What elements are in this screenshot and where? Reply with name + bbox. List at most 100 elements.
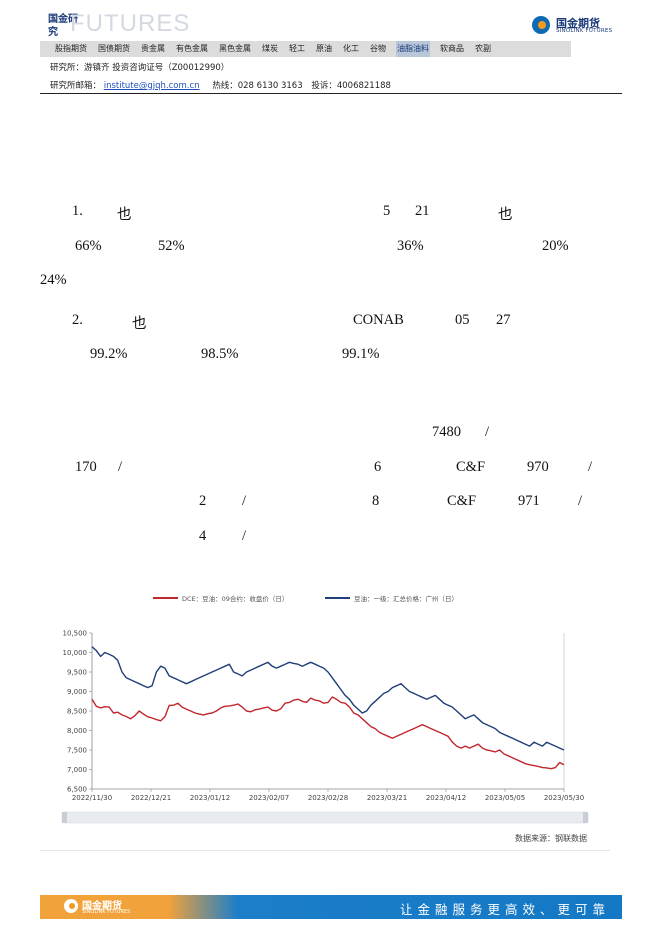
text-fragment: 66% <box>75 238 102 254</box>
text-fragment: 971 <box>518 493 540 509</box>
text-fragment: 6 <box>374 459 382 475</box>
footer-logo-cn: 国金期货 <box>82 901 122 912</box>
x-tick-label: 2023/05/30 <box>544 794 584 802</box>
nav-item[interactable]: 有色金属 <box>176 44 208 53</box>
header-divider <box>40 93 622 94</box>
text-fragment: 也 <box>498 207 513 223</box>
chart-range-scrollbar[interactable] <box>61 811 589 824</box>
text-fragment: 1. <box>72 203 83 219</box>
complaint-text: 投诉：4006821188 <box>311 81 391 91</box>
email-label: 研究所邮箱： <box>50 81 102 91</box>
nav-item[interactable]: 黑色金属 <box>219 44 251 53</box>
nav-item[interactable]: 原油 <box>316 44 332 53</box>
nav-item[interactable]: 农副 <box>475 44 491 53</box>
brand-research-label: 国金研究 <box>48 14 78 38</box>
logo-cn-text: 国金期货 <box>556 17 600 30</box>
footer-banner: 国金期货 SINOLINK FUTURES 让金融服务更高效、更可靠 <box>40 895 622 919</box>
x-tick-label: 2023/05/05 <box>485 794 525 802</box>
x-axis-labels: 2022/11/30 2022/12/21 2023/01/12 2023/02/07… <box>72 789 584 802</box>
text-fragment: 7480 <box>432 424 461 440</box>
nav-item[interactable]: 煤炭 <box>262 44 278 53</box>
y-tick-label: 10,500 <box>63 630 88 638</box>
y-tick-label: 7,000 <box>67 766 87 774</box>
text-fragment: 27 <box>496 312 511 328</box>
x-tick-label: 2023/03/21 <box>367 794 407 802</box>
series-line <box>91 646 565 751</box>
nav-item[interactable]: 油脂油料 <box>396 41 430 57</box>
x-tick-label: 2022/11/30 <box>72 794 112 802</box>
x-tick-label: 2022/12/21 <box>131 794 171 802</box>
text-fragment: CONAB <box>353 312 404 328</box>
y-tick-label: 6,500 <box>67 786 87 794</box>
chart-axes <box>91 633 565 790</box>
range-scrollbar-track[interactable] <box>61 811 589 824</box>
text-fragment: 8 <box>372 493 380 509</box>
nav-item[interactable]: 软商品 <box>440 44 464 53</box>
x-tick-label: 2023/04/12 <box>426 794 466 802</box>
text-fragment: 98.5% <box>201 346 239 362</box>
nav-item[interactable]: 化工 <box>343 44 359 53</box>
text-fragment: / <box>578 493 583 509</box>
logo-en-text: SINOLINK FUTURES <box>556 28 613 34</box>
source-note: 数据来源：钢联数据 <box>515 834 587 843</box>
x-tick-label: 2023/02/07 <box>249 794 289 802</box>
text-fragment: / <box>485 424 490 440</box>
chart-series <box>91 646 565 770</box>
text-fragment: / <box>588 459 593 475</box>
nav-item[interactable]: 股指期货 <box>55 44 87 53</box>
text-fragment: 5 <box>383 203 391 219</box>
y-tick-label: 7,500 <box>67 747 87 755</box>
legend-label: DCE：豆油：09合约：收盘价（日） <box>182 594 288 603</box>
series-line <box>91 696 565 770</box>
text-fragment: 20% <box>542 238 569 254</box>
nav-item[interactable]: 谷物 <box>370 44 386 53</box>
category-nav-bar: 股指期货 国债期货 贵金属 有色金属 黑色金属 煤炭 轻工 原油 化工 谷物 油脂油料 软商品 农副 <box>40 41 571 57</box>
nav-item[interactable]: 轻工 <box>289 44 305 53</box>
y-tick-label: 9,500 <box>67 669 87 677</box>
text-fragment: C&F <box>447 493 477 509</box>
text-fragment: 99.2% <box>90 346 128 362</box>
legend-label: 豆油：一级：汇总价格：广州（日） <box>354 594 458 603</box>
text-fragment: / <box>242 493 247 509</box>
text-fragment: 也 <box>132 316 147 332</box>
text-fragment: 也 <box>117 207 132 223</box>
chart-legend: DCE：豆油：09合约：收盘价（日） 豆油：一级：汇总价格：广州（日） <box>153 594 458 603</box>
y-tick-label: 8,500 <box>67 708 87 716</box>
footer-slogan: 让金融服务更高效、更可靠 <box>399 902 610 917</box>
range-handle-left[interactable] <box>62 812 67 823</box>
text-fragment: 2 <box>199 493 207 509</box>
footer-logo-icon <box>64 899 78 913</box>
y-tick-label: 9,000 <box>67 688 87 696</box>
logo-mark-icon <box>532 16 550 34</box>
nav-item[interactable]: 贵金属 <box>141 44 165 53</box>
y-tick-label: 10,000 <box>63 649 88 657</box>
text-fragment: / <box>118 459 123 475</box>
text-fragment: / <box>242 528 247 544</box>
text-fragment: 24% <box>40 272 67 288</box>
text-fragment: 170 <box>75 459 97 475</box>
hotline-text: 热线：028 6130 3163 <box>212 81 303 91</box>
nav-item[interactable]: 国债期货 <box>98 44 130 53</box>
range-handle-right[interactable] <box>583 812 588 823</box>
text-fragment: 36% <box>397 238 424 254</box>
company-logo: 国金期货 SINOLINK FUTURES <box>532 15 624 37</box>
email-link[interactable]: institute@gjqh.com.cn <box>103 81 200 91</box>
soybean-oil-price-chart: DCE：豆油：09合约：收盘价（日） 豆油：一级：汇总价格：广州（日） 2022/… <box>61 594 589 824</box>
text-fragment: C&F <box>456 459 486 475</box>
text-fragment: 21 <box>415 203 430 219</box>
x-tick-label: 2023/01/12 <box>190 794 230 802</box>
chart-divider <box>40 850 610 851</box>
researcher-line: 研究所：游镇齐 投资咨询证号（Z00012990） <box>50 63 230 73</box>
contact-line: 研究所邮箱： institute@gjqh.com.cn 热线：028 6130… <box>50 79 391 91</box>
text-fragment: 99.1% <box>342 346 380 362</box>
y-axis-labels: 10,500 10,000 9,500 9,000 8,500 8,000 7,500 7,0… <box>63 630 92 794</box>
text-fragment: 970 <box>527 459 549 475</box>
x-tick-label: 2023/02/28 <box>308 794 348 802</box>
text-fragment: 05 <box>455 312 470 328</box>
text-fragment: 52% <box>158 238 185 254</box>
footer-logo-en: SINOLINK FUTURES <box>82 909 131 915</box>
text-fragment: 2. <box>72 312 83 328</box>
text-fragment: 4 <box>199 528 207 544</box>
y-tick-label: 8,000 <box>67 727 87 735</box>
brand-futures-watermark: FUTURES <box>70 10 191 37</box>
